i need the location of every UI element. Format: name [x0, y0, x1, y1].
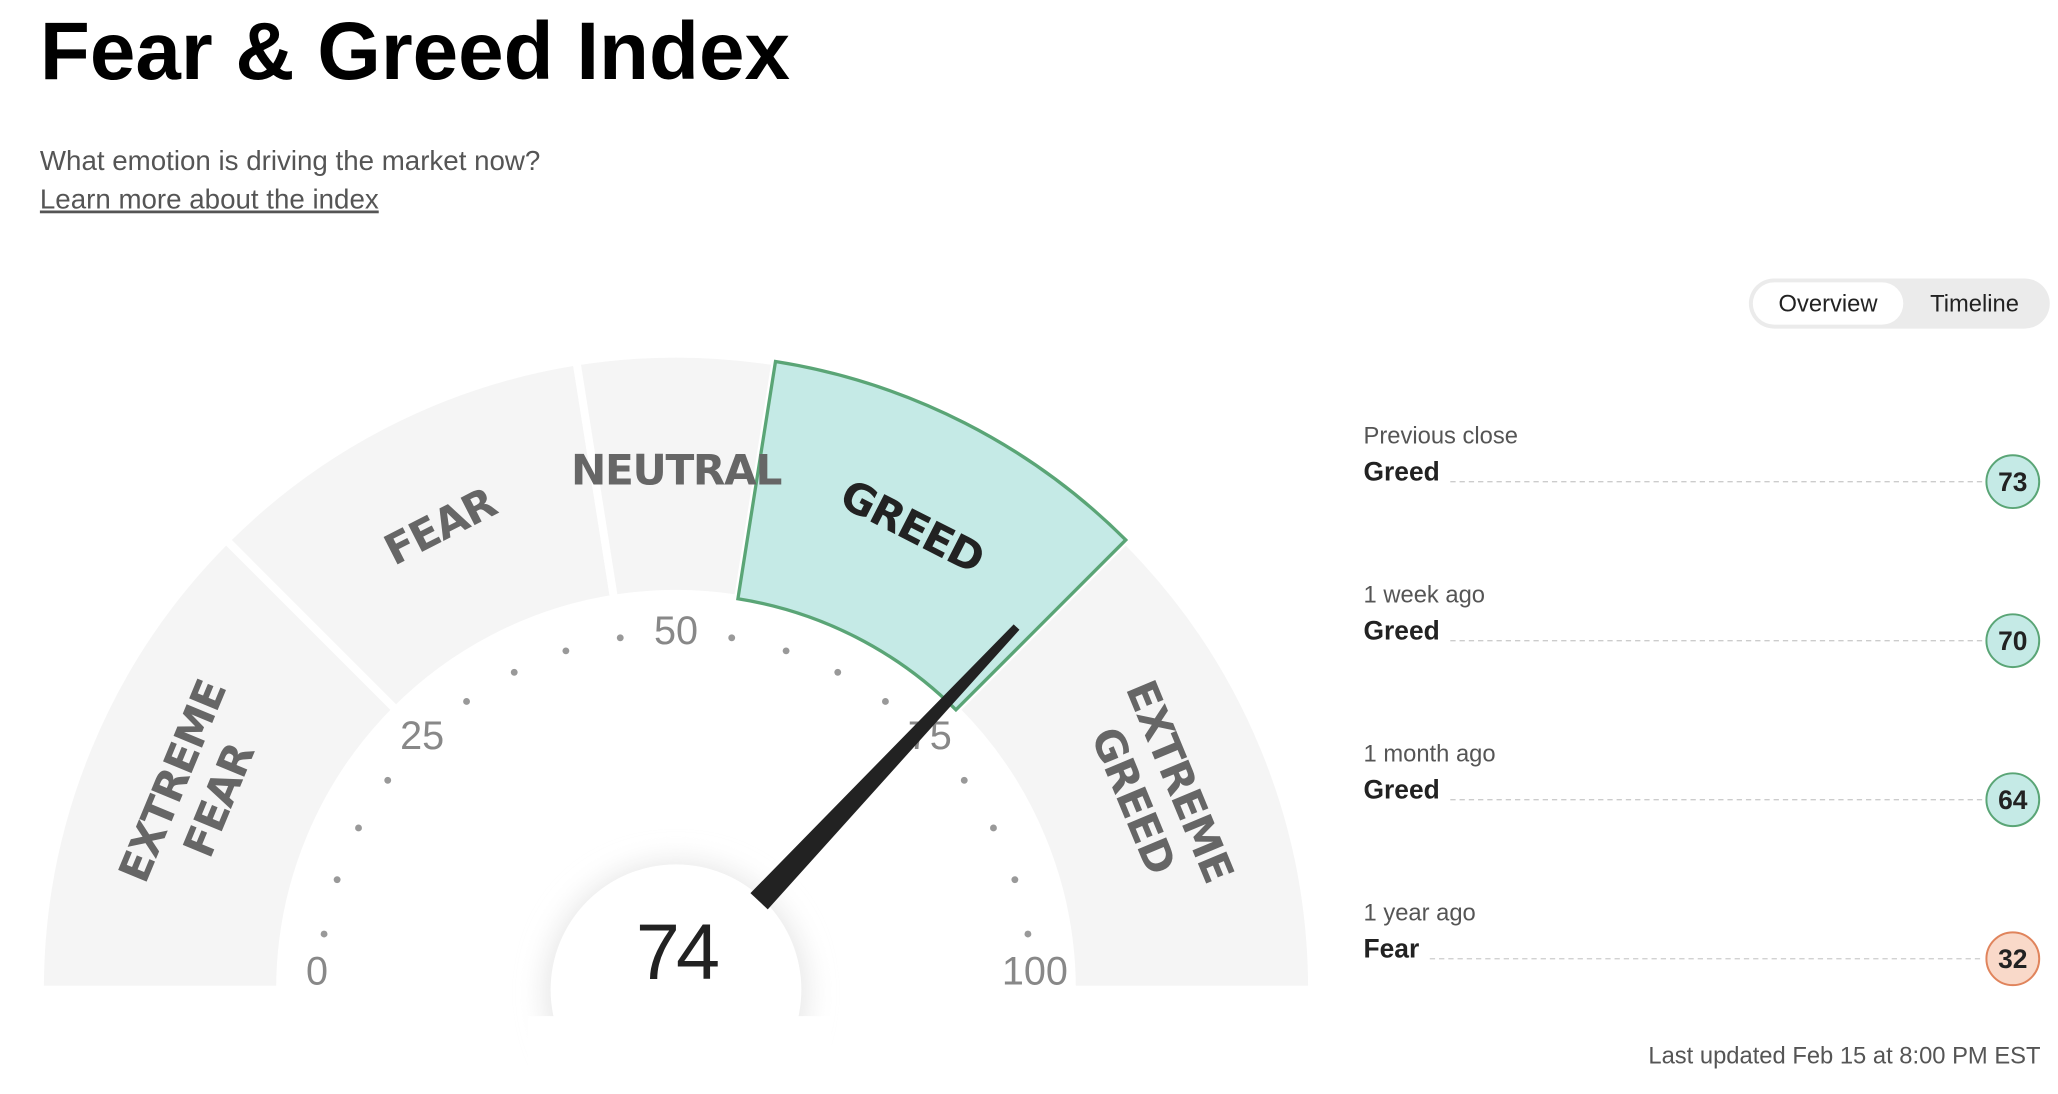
- history-label: Fear: [1364, 933, 1420, 963]
- gauge-segment: [950, 534, 1317, 994]
- history-badge: [1985, 454, 2041, 510]
- gauge-segment: [736, 359, 1129, 713]
- history-badge: [1985, 613, 2041, 669]
- gauge-value: 74: [636, 907, 718, 996]
- needle: [750, 624, 1020, 910]
- history-value: 70: [1998, 626, 2027, 656]
- minor-tick-dot: [355, 824, 362, 832]
- history-label: Greed: [1364, 615, 1440, 645]
- tick-label: 100: [1002, 949, 1068, 993]
- learn-more-link[interactable]: Learn more about the index: [40, 184, 379, 215]
- active-tab-bg: [1752, 282, 1904, 325]
- history-when: 1 week ago: [1364, 581, 1485, 608]
- minor-tick-dot: [333, 876, 341, 884]
- last-updated: Last updated Feb 15 at 8:00 PM EST: [1648, 1043, 2040, 1070]
- tick-label: 0: [306, 949, 328, 993]
- history-when: Previous close: [1364, 422, 1518, 449]
- history-value: 73: [1998, 467, 2027, 497]
- tab[interactable]: Overview: [1779, 290, 1879, 317]
- tab[interactable]: Timeline: [1930, 290, 2019, 317]
- history: Previous close Greed 73 1 week ago Greed 70 1 …: [1364, 422, 2041, 987]
- minor-tick-dot: [510, 668, 518, 676]
- history-label: Greed: [1364, 456, 1440, 486]
- minor-tick-dot: [384, 776, 392, 784]
- minor-tick-dot: [990, 824, 997, 832]
- history-badge: [1985, 772, 2041, 828]
- history-value: 64: [1998, 785, 2028, 815]
- gauge-segment: [35, 534, 402, 994]
- minor-tick-dot: [562, 647, 570, 655]
- history-value: 32: [1998, 944, 2027, 974]
- tick-label: 25: [400, 714, 444, 758]
- history-label: Greed: [1364, 774, 1440, 804]
- minor-tick-dot: [881, 698, 889, 705]
- minor-tick-dot: [1011, 876, 1019, 884]
- minor-tick-dot: [320, 930, 328, 938]
- history-badge: [1985, 931, 2041, 987]
- minor-tick-dot: [728, 634, 736, 642]
- minor-tick-dot: [834, 668, 842, 676]
- segment-label-line: NEUTRAL: [571, 445, 782, 494]
- minor-tick-dot: [960, 776, 968, 784]
- minor-tick-dot: [616, 634, 624, 642]
- tick-label: 50: [654, 609, 698, 653]
- segment-label: NEUTRAL: [571, 445, 783, 494]
- minor-tick-dot: [1024, 930, 1032, 938]
- minor-tick-dot: [782, 647, 790, 655]
- minor-tick-dot: [463, 698, 470, 705]
- history-when: 1 year ago: [1364, 899, 1476, 926]
- hub-cover: [528, 1016, 832, 1094]
- history-when: 1 month ago: [1364, 740, 1496, 767]
- subtitle: What emotion is driving the market now?: [40, 145, 540, 176]
- gauge: EXTREMEFEARFEARNEUTRALGREEDEXTREMEGREED0…: [35, 349, 1317, 1094]
- title: Fear & Greed Index: [40, 6, 790, 97]
